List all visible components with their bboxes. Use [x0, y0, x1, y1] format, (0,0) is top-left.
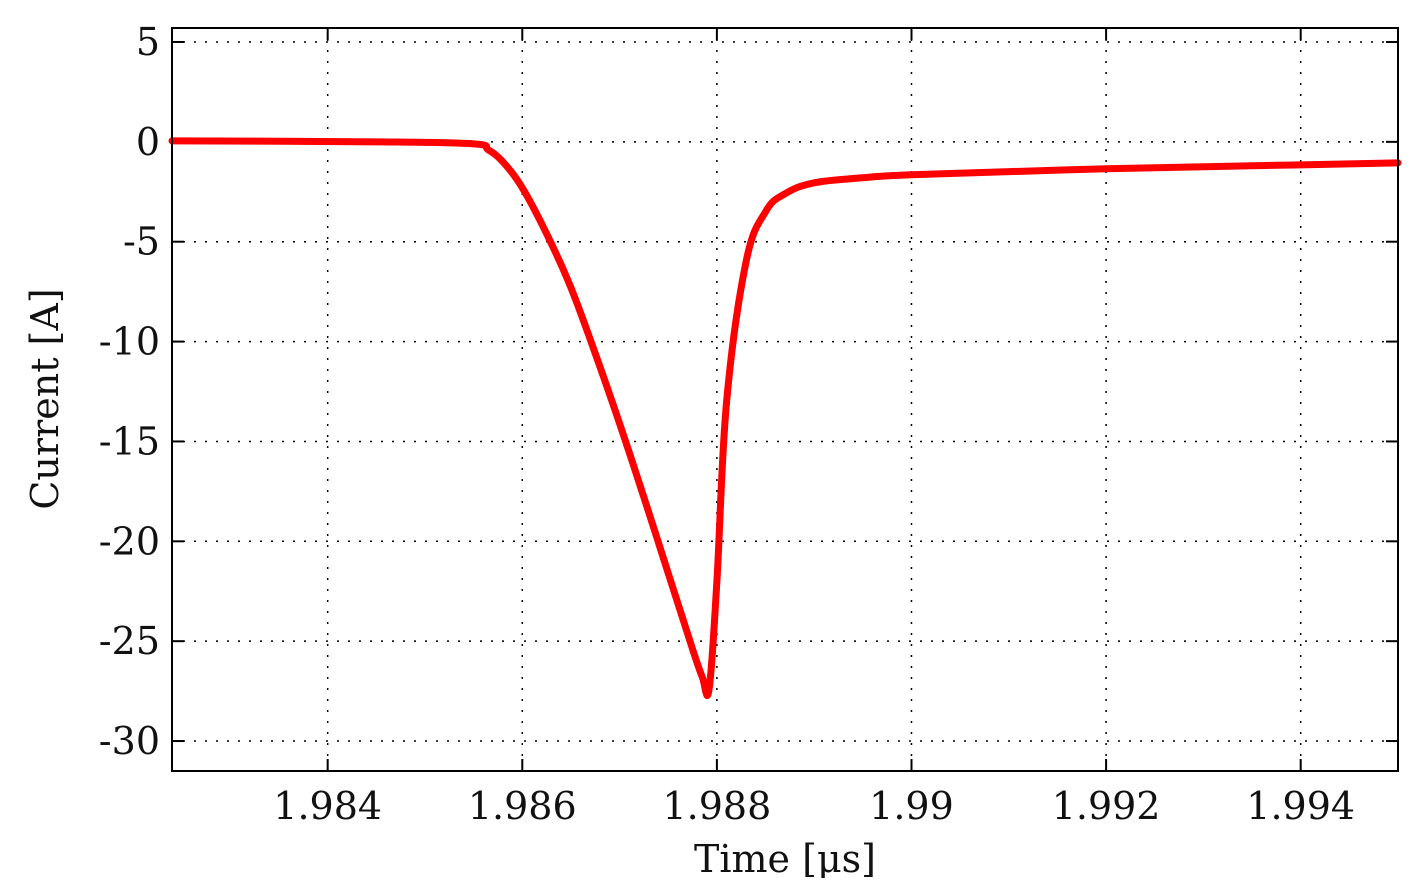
y-tick-label: -20: [99, 519, 160, 563]
x-tick-label: 1.99: [869, 784, 954, 828]
y-tick-label: -15: [99, 419, 160, 463]
y-tick-label: -10: [99, 320, 160, 364]
tick-labels: 5 0 -5 -10 -15 -20 -25 -30 1.984 1.986 1.988 1.99 1.…: [99, 20, 1355, 828]
x-tick-label: 1.992: [1052, 784, 1161, 828]
y-axis-title: Current [A]: [23, 288, 67, 509]
y-tick-label: 0: [136, 120, 160, 164]
y-tick-label: 5: [136, 20, 160, 64]
x-tick-label: 1.988: [662, 784, 771, 828]
x-tick-label: 1.984: [273, 784, 382, 828]
x-tick-label: 1.994: [1246, 784, 1355, 828]
plot-frame: [171, 27, 1399, 772]
series-line: [168, 137, 1402, 700]
y-tick-label: -30: [99, 719, 160, 763]
y-tick-label: -25: [99, 619, 160, 663]
x-tick-label: 1.986: [468, 784, 577, 828]
y-tick-label: -5: [123, 220, 160, 264]
series-layer: [168, 137, 1402, 700]
x-axis-title: Time [μs]: [694, 837, 876, 878]
plot-background: [172, 28, 1398, 771]
